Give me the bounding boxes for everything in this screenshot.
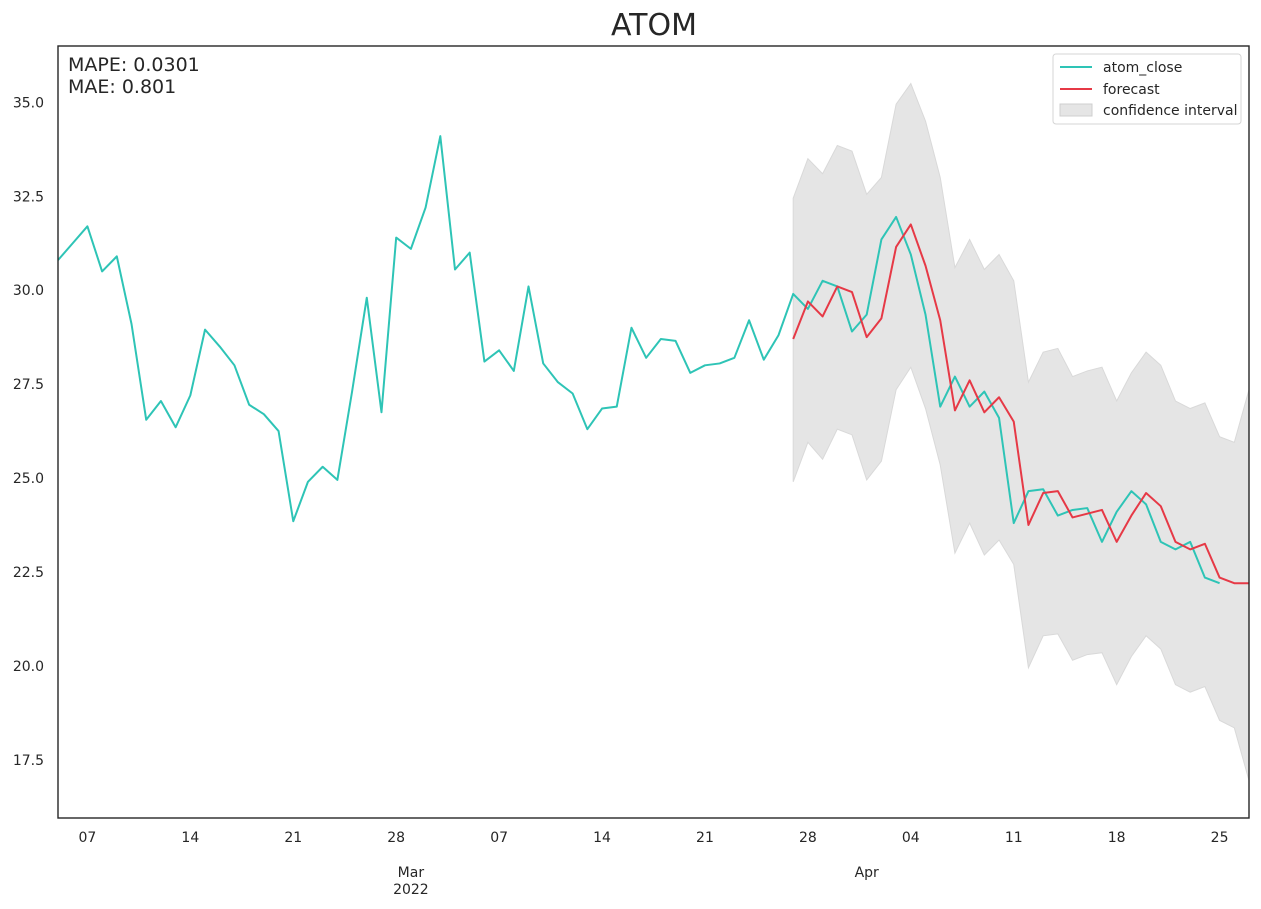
x-tick-label: 14 — [181, 830, 199, 846]
y-tick-label: 22.5 — [13, 565, 44, 581]
chart-title: ATOM — [611, 8, 697, 43]
y-tick-label: 30.0 — [13, 283, 44, 299]
y-tick-label: 32.5 — [13, 189, 44, 205]
x-tick-label: 07 — [78, 830, 96, 846]
metric-mae: MAE: 0.801 — [68, 76, 176, 98]
plot-area — [58, 82, 1249, 781]
x-tick-label: 04 — [902, 830, 920, 846]
y-tick-label: 17.5 — [13, 753, 44, 769]
x-tick-label: 28 — [799, 830, 817, 846]
x-tick-label: 28 — [387, 830, 405, 846]
x-tick-label: 11 — [1005, 830, 1023, 846]
y-tick-label: 20.0 — [13, 659, 44, 675]
x-tick-label: 07 — [490, 830, 508, 846]
x-tick-label: 21 — [284, 830, 302, 846]
x-year-label: 2022 — [393, 882, 429, 898]
legend-label-forecast: forecast — [1103, 82, 1160, 98]
x-tick-label: 18 — [1108, 830, 1126, 846]
legend-label-confidence-interval: confidence interval — [1103, 103, 1237, 119]
x-month-label: Apr — [855, 865, 879, 881]
legend-swatch-confidence-interval — [1059, 103, 1093, 117]
metric-mape: MAPE: 0.0301 — [68, 54, 200, 76]
series-group — [58, 135, 1249, 585]
series-line-forecast — [792, 223, 1249, 585]
legend: atom_close forecast confidence interval — [1052, 53, 1242, 125]
x-tick-label: 21 — [696, 830, 714, 846]
y-axis: 17.5 20.0 22.5 25.0 27.5 30.0 32.5 35.0 — [13, 95, 44, 768]
y-tick-label: 35.0 — [13, 95, 44, 111]
y-tick-label: 27.5 — [13, 377, 44, 393]
legend-box — [1052, 53, 1242, 125]
x-month-label: Mar — [398, 865, 425, 881]
plot-frame — [57, 45, 1250, 819]
x-tick-label: 14 — [593, 830, 611, 846]
legend-label-atom-close: atom_close — [1103, 60, 1182, 76]
confidence-interval-band — [792, 82, 1249, 781]
x-tick-label: 25 — [1211, 830, 1229, 846]
series-line-atom-close — [58, 135, 1220, 585]
y-tick-label: 25.0 — [13, 471, 44, 487]
